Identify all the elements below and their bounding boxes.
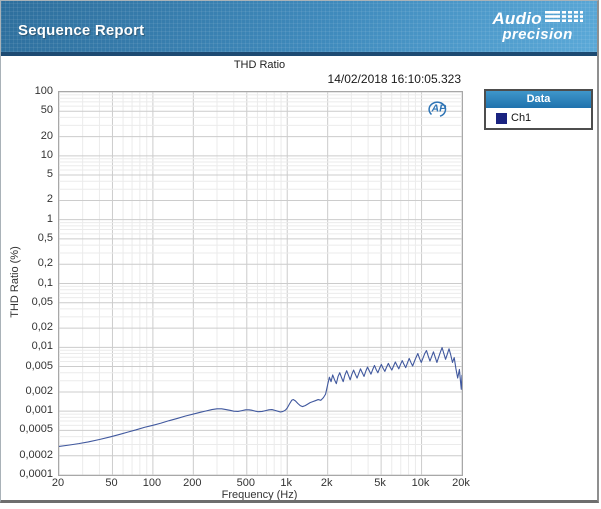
y-tick-label: 0,5 (1, 232, 53, 244)
header-accent-strip (1, 52, 597, 56)
y-tick-label: 0,001 (1, 404, 53, 416)
legend-item-ch1: Ch1 (496, 112, 585, 124)
x-tick-label: 20 (36, 477, 80, 489)
chart-timestamp: 14/02/2018 16:10:05.323 (231, 72, 461, 86)
y-tick-label: 50 (1, 104, 53, 116)
y-tick-label: 10 (1, 149, 53, 161)
x-tick-label: 20k (439, 477, 483, 489)
x-axis-label: Frequency (Hz) (58, 489, 461, 501)
logo-word-audio: Audio (492, 10, 542, 27)
y-tick-label: 0,01 (1, 340, 53, 352)
report-title: Sequence Report (18, 22, 144, 39)
plot-area: AP (58, 91, 463, 476)
y-tick-label: 0,005 (1, 360, 53, 372)
report-header: Sequence Report Audio precision (1, 1, 597, 52)
ap-watermark-icon: AP (427, 98, 451, 118)
y-tick-label: 0,0002 (1, 449, 53, 461)
y-tick-label: 2 (1, 193, 53, 205)
legend-swatch-icon (496, 113, 507, 124)
x-tick-label: 5k (358, 477, 402, 489)
x-tick-label: 10k (399, 477, 443, 489)
y-tick-label: 0,02 (1, 321, 53, 333)
x-tick-label: 200 (170, 477, 214, 489)
chart-title: THD Ratio (58, 59, 461, 71)
y-tick-label: 5 (1, 168, 53, 180)
logo-word-precision: precision (502, 27, 583, 42)
legend-box: Data Ch1 (484, 89, 593, 130)
y-tick-label: 0,1 (1, 277, 53, 289)
x-tick-label: 1k (264, 477, 308, 489)
y-tick-label: 1 (1, 213, 53, 225)
audio-precision-logo: Audio precision (492, 10, 583, 42)
x-tick-label: 100 (130, 477, 174, 489)
x-tick-label: 500 (224, 477, 268, 489)
y-tick-label: 0,0005 (1, 423, 53, 435)
y-tick-label: 20 (1, 130, 53, 142)
x-tick-label: 2k (305, 477, 349, 489)
x-tick-label: 50 (89, 477, 133, 489)
y-tick-label: 100 (1, 85, 53, 97)
sequence-report-page: Sequence Report Audio precision THD Rati… (0, 0, 599, 503)
y-tick-label: 0,05 (1, 296, 53, 308)
thd-ratio-chart (59, 92, 462, 475)
series-Ch1-curve (59, 348, 462, 447)
svg-text:AP: AP (431, 103, 448, 115)
y-tick-label: 0,002 (1, 385, 53, 397)
y-tick-label: 0,2 (1, 257, 53, 269)
legend-item-label: Ch1 (511, 112, 531, 124)
legend-header: Data (486, 91, 591, 108)
legend-body: Ch1 (486, 108, 591, 128)
